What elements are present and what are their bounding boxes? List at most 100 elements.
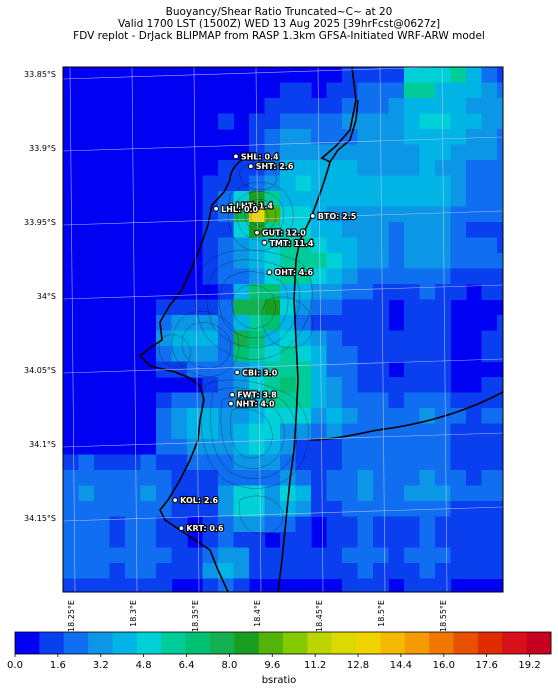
field-cell [404, 253, 421, 270]
field-cell [311, 129, 328, 146]
field-cell [171, 547, 188, 564]
field-cell [249, 516, 266, 533]
field-cell [218, 222, 235, 239]
field-cell [326, 175, 343, 192]
field-cell [373, 284, 390, 301]
field-cell [481, 377, 498, 394]
field-cell [435, 485, 452, 502]
field-cell [125, 563, 142, 580]
field-cell [373, 299, 390, 316]
field-cell [357, 532, 374, 549]
field-cell [466, 470, 483, 487]
field-cell [78, 516, 95, 533]
field-cell [466, 67, 483, 84]
field-cell [218, 346, 235, 363]
colorbar-swatch [185, 632, 211, 654]
field-cell [311, 563, 328, 580]
field-cell [295, 315, 312, 332]
field-cell [326, 98, 343, 115]
field-cell [466, 129, 483, 146]
field-cell [357, 129, 374, 146]
field-cell [311, 98, 328, 115]
field-cell [63, 532, 80, 549]
field-cell [388, 501, 405, 518]
colorbar-tick-label: 16.0 [432, 660, 455, 671]
field-cell [404, 516, 421, 533]
field-cell [404, 222, 421, 239]
field-cell [202, 578, 219, 592]
lat-tick-label: 34.05°S [24, 366, 56, 375]
field-cell [342, 191, 359, 208]
field-cell [295, 268, 312, 285]
field-cell [326, 299, 343, 316]
field-cell [404, 206, 421, 223]
field-cell [264, 563, 281, 580]
field-cell [202, 516, 219, 533]
field-cell [264, 315, 281, 332]
field-cell [419, 175, 436, 192]
field-cell [404, 377, 421, 394]
field-cell [280, 501, 297, 518]
field-cell [497, 547, 503, 564]
field-cell [109, 532, 126, 549]
lon-tick-label: 18.45°E [315, 600, 324, 632]
station-gut: GUT: 12.0 [254, 228, 307, 239]
field-cell [280, 98, 297, 115]
field-cell [450, 113, 467, 130]
field-cell [373, 206, 390, 223]
field-cell [187, 299, 204, 316]
field-cell [357, 284, 374, 301]
station-nht: NHT: 4.0 [228, 399, 276, 410]
lat-tick-label: 33.85°S [24, 70, 56, 79]
field-cell [171, 563, 188, 580]
field-cell [450, 532, 467, 549]
colorbar-swatch [429, 632, 454, 654]
field-cell [373, 330, 390, 347]
field-cell [78, 454, 95, 471]
field-cell [78, 470, 95, 487]
field-cell [264, 299, 281, 316]
field-cell [326, 222, 343, 239]
field-cell [342, 532, 359, 549]
colorbar-tick-label: 17.6 [475, 660, 498, 671]
field-cell [388, 485, 405, 502]
field-cell [125, 470, 142, 487]
field-cell [233, 423, 250, 440]
colorbar-tick-label: 12.8 [346, 660, 370, 671]
field-cell [373, 253, 390, 270]
field-cell [156, 516, 173, 533]
station-label: LHL: 0.0 [221, 205, 258, 214]
colorbar-label: bsratio [261, 675, 297, 686]
field-cell [481, 191, 498, 208]
field-cell [404, 470, 421, 487]
field-cell [233, 532, 250, 549]
field-cell [357, 408, 374, 425]
field-cell [450, 501, 467, 518]
field-cell [357, 563, 374, 580]
field-cell [280, 237, 297, 254]
field-cell [218, 408, 235, 425]
field-cell [342, 160, 359, 177]
station-dot [228, 400, 234, 407]
field-cell [249, 113, 266, 130]
field-cell [404, 361, 421, 378]
field-cell [404, 547, 421, 564]
title-line-2: Valid 1700 LST (1500Z) WED 13 Aug 2025 [… [117, 18, 441, 30]
field-cell [481, 485, 498, 502]
field-cell [264, 547, 281, 564]
field-cell [125, 516, 142, 533]
station-dot [172, 497, 179, 504]
field-cell [481, 113, 498, 130]
field-cell [466, 485, 483, 502]
field-cell [156, 423, 173, 440]
field-cell [404, 532, 421, 549]
field-cell [187, 547, 204, 564]
field-cell [326, 206, 343, 223]
field-cell [156, 501, 173, 518]
field-cell [404, 175, 421, 192]
field-cell [373, 470, 390, 487]
field-cell [481, 144, 498, 161]
field-cell [450, 222, 467, 239]
field-cell [264, 454, 281, 471]
